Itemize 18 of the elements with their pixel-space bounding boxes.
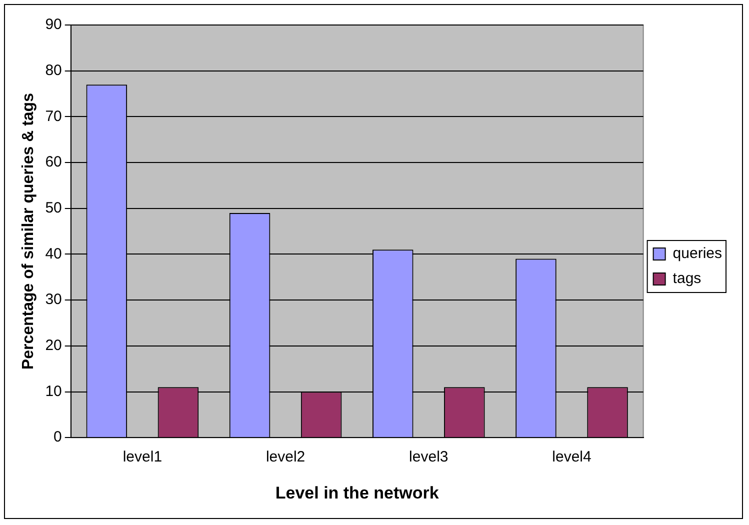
- y-tick-label: 90: [45, 16, 62, 34]
- y-tick-label: 80: [45, 62, 62, 79]
- y-tick-label: 70: [45, 108, 62, 125]
- y-tick-label: 30: [45, 291, 62, 308]
- x-axis-title: Level in the network: [275, 483, 440, 502]
- x-tick-label: level4: [552, 448, 592, 466]
- y-tick-label: 0: [54, 428, 62, 446]
- legend-label: tags: [672, 270, 702, 288]
- y-axis-title: Percentage of similar queries & tags: [20, 92, 38, 370]
- x-tick-label: level1: [122, 448, 162, 466]
- x-tick-label: level2: [266, 448, 306, 466]
- x-tick-label: level3: [409, 448, 448, 466]
- y-tick-label: 20: [45, 337, 62, 354]
- y-tick-label: 10: [45, 382, 62, 400]
- legend-label: queries: [672, 245, 722, 262]
- y-tick-label: 60: [45, 154, 62, 171]
- y-tick-label: 50: [45, 200, 62, 217]
- y-tick-label: 40: [45, 245, 62, 262]
